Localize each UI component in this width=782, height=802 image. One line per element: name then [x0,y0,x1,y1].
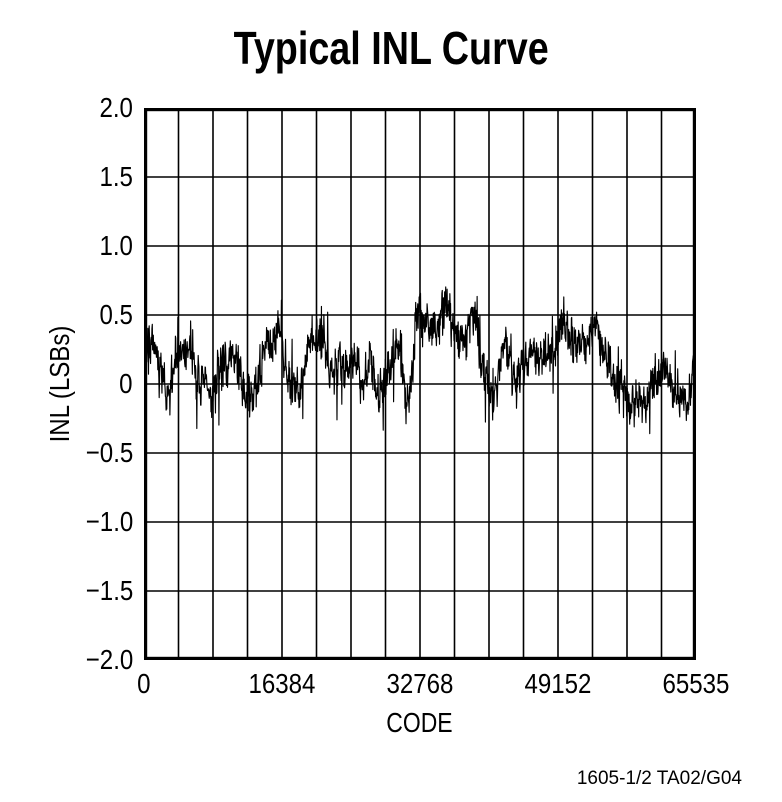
figure-caption: 1605-1/2 TA02/G04 [576,768,742,789]
x-tick-label: 16384 [248,668,316,699]
x-tick-label: 65535 [662,668,730,699]
y-tick-label: −2.0 [85,644,133,675]
y-tick-label: 2.0 [99,92,133,123]
y-tick-label: −0.5 [85,437,133,468]
plot-area [144,108,696,660]
y-tick-label: −1.0 [85,506,133,537]
y-tick-label: 0.5 [99,299,133,330]
y-tick-label: 0 [119,368,133,399]
chart-title: Typical INL Curve [0,24,782,72]
x-tick-label: 49152 [524,668,592,699]
x-axis-title: CODE [385,707,453,738]
y-tick-label: 1.5 [99,161,133,192]
grid-lines [144,108,696,660]
y-tick-label: −1.5 [85,575,133,606]
x-tick-label: 0 [137,668,151,699]
chart-title-text: Typical INL Curve [233,22,549,74]
x-tick-label: 32768 [386,668,454,699]
y-tick-label: 1.0 [99,230,133,261]
plot-frame [144,108,696,660]
y-axis-title: INL (LSBs) [44,325,75,443]
inl-trace [144,286,696,435]
